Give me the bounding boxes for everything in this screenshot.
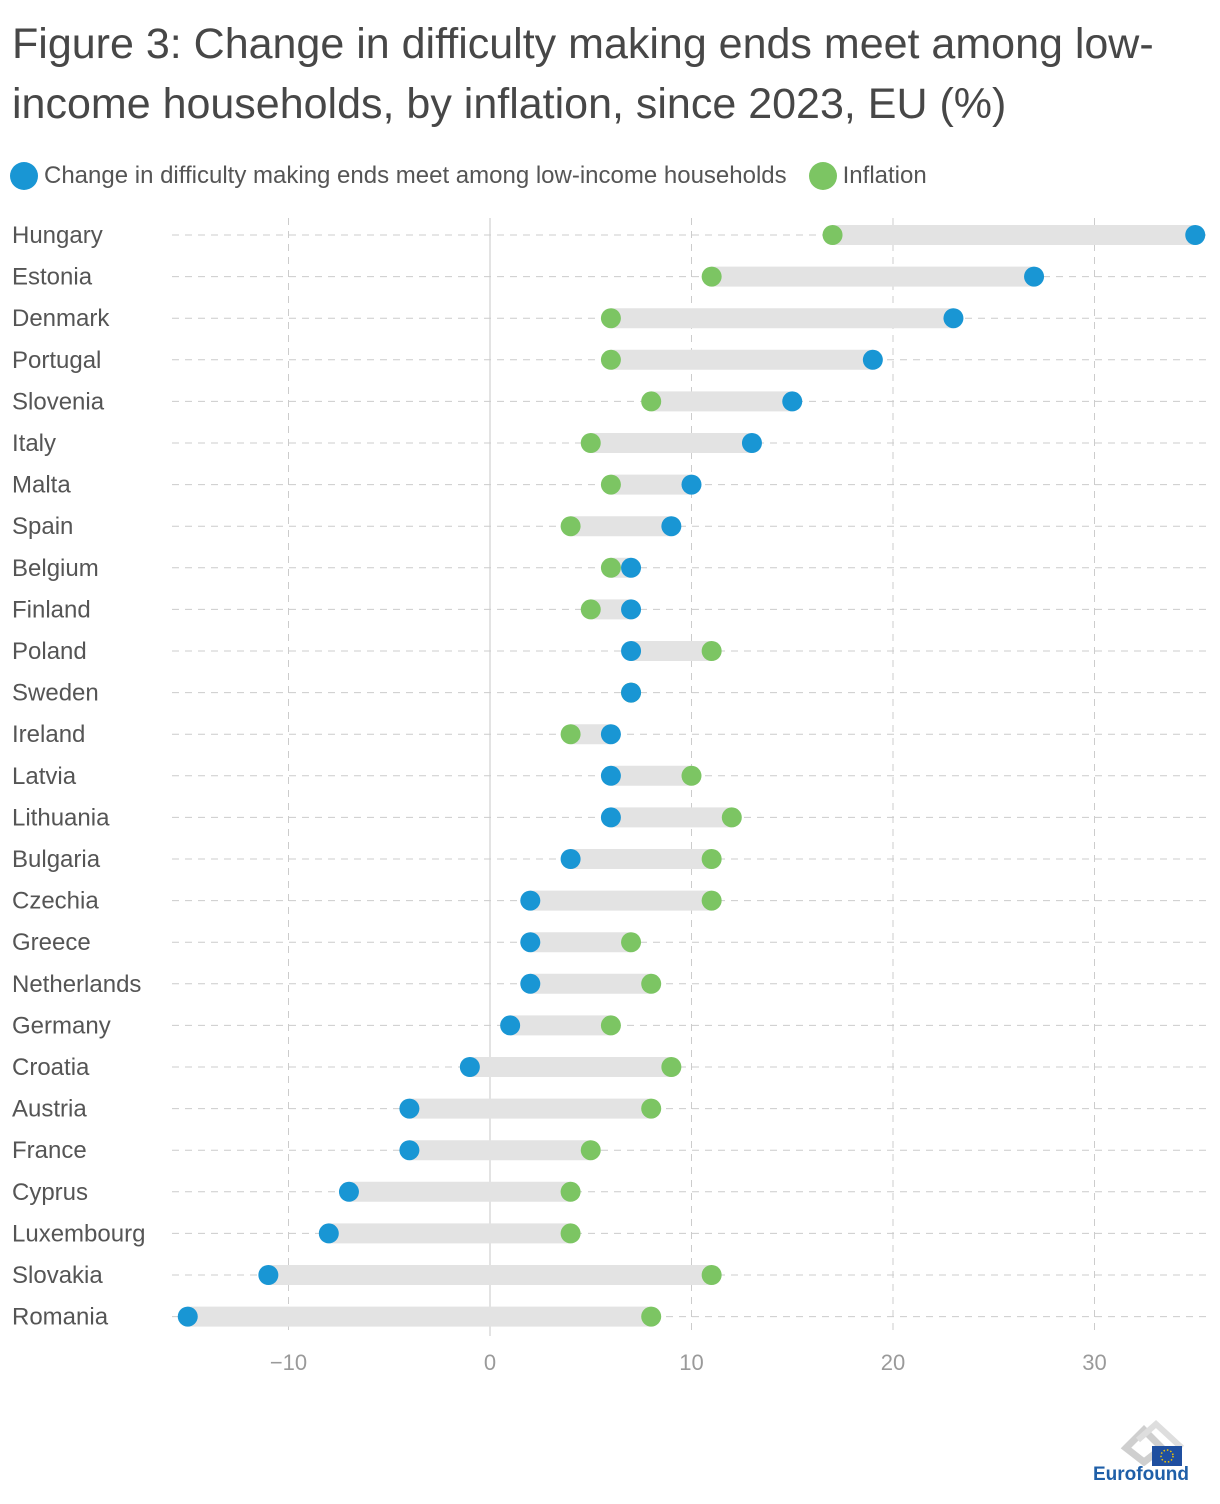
change-point [1024,266,1045,287]
inflation-point [661,1057,682,1077]
category-label: Sweden [12,680,99,707]
category-label: Poland [12,638,87,665]
category-label: Slovakia [12,1262,103,1289]
inflation-point [560,724,581,745]
inflation-point [701,849,722,869]
x-tick-label: 0 [484,1350,496,1375]
category-label: Germany [12,1012,111,1039]
x-tick-label: 30 [1082,1350,1106,1375]
change-point [943,308,964,329]
change-point [621,557,642,578]
category-label: Estonia [12,264,93,291]
inflation-point [641,973,662,994]
change-point [318,1223,339,1244]
eurofound-logo-icon [1120,1419,1185,1467]
category-label: Cyprus [12,1179,88,1206]
category-label: Romania [12,1304,109,1331]
change-point [500,1015,521,1036]
category-label: Belgium [12,555,99,582]
inflation-point [600,308,621,329]
eurofound-logo: Eurofound [1086,1418,1196,1490]
x-tick-label: 20 [881,1350,905,1375]
legend-item-inflation: Inflation [808,162,927,190]
category-label: Finland [12,596,91,623]
legend-label-change: Change in difficulty making ends meet am… [44,162,787,189]
category-label: Spain [12,513,73,540]
change-point [258,1265,279,1285]
change-point [862,349,883,370]
category-label: Portugal [12,347,101,374]
inflation-point [641,1098,662,1119]
x-tick-label: 10 [679,1350,703,1375]
change-point [520,973,541,994]
chart-title: Figure 3: Change in difficulty making en… [12,20,1154,128]
change-point [782,391,803,412]
legend: Change in difficulty making ends meet am… [10,158,949,194]
legend-item-change: Change in difficulty making ends meet am… [10,162,787,190]
inflation-point [580,599,601,620]
change-point [520,932,541,953]
category-label: Greece [12,929,91,956]
change-point [600,807,621,828]
logo-text: Eurofound [1092,1464,1190,1485]
change-point [681,474,702,495]
change-point [459,1057,480,1077]
change-point [621,682,642,703]
change-point [600,724,621,745]
inflation-point [560,1181,581,1202]
category-label: Czechia [12,888,99,915]
change-point [1185,225,1206,245]
inflation-point [621,932,642,953]
inflation-point [822,225,843,245]
inflation-point [701,1265,722,1285]
inflation-point [560,516,581,537]
category-label: Croatia [12,1054,90,1081]
category-label: Lithuania [12,804,110,831]
change-point [177,1306,198,1327]
category-label: Slovenia [12,388,105,415]
inflation-point [641,391,662,412]
category-label: Italy [12,430,56,457]
category-label: Netherlands [12,971,141,998]
category-label: Bulgaria [12,846,101,873]
inflation-point [580,433,601,453]
inflation-point [641,1306,662,1327]
category-label: Austria [12,1096,87,1123]
inflation-point [701,641,722,661]
category-label: Denmark [12,305,110,332]
change-point [560,849,581,869]
x-tick-label: −10 [270,1350,307,1375]
category-label: Hungary [12,222,103,249]
inflation-point [600,557,621,578]
change-point [338,1181,359,1202]
category-label: France [12,1137,87,1164]
change-point [621,641,642,661]
category-label: Latvia [12,763,77,790]
inflation-point [580,1140,601,1161]
dumbbell-chart: Hungary Estonia Denmark Portugal Slovenia Ita… [12,218,1206,1375]
change-point [600,765,621,786]
inflation-point [600,349,621,370]
inflation-point [600,1015,621,1036]
category-label: Malta [12,472,71,499]
legend-label-inflation: Inflation [842,162,927,189]
inflation-point [560,1223,581,1244]
change-point [661,516,682,537]
legend-dot-inflation [808,162,837,190]
category-label: Ireland [12,721,85,748]
inflation-point [721,807,742,828]
change-point [520,890,541,911]
legend-dot-change [10,162,38,190]
inflation-point [701,266,722,287]
inflation-point [600,474,621,495]
change-point [621,599,642,620]
change-point [399,1098,420,1119]
category-label: Luxembourg [12,1220,145,1247]
inflation-point [681,765,702,786]
inflation-point [701,890,722,911]
change-point [399,1140,420,1161]
change-point [741,433,762,453]
